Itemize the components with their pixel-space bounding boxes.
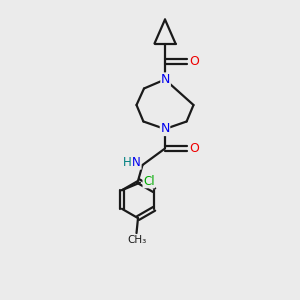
- Text: CH₃: CH₃: [127, 235, 146, 245]
- Text: N: N: [160, 122, 170, 136]
- Text: Cl: Cl: [143, 175, 155, 188]
- Text: N: N: [161, 73, 170, 86]
- Text: O: O: [189, 55, 199, 68]
- Text: H: H: [123, 156, 132, 169]
- Text: O: O: [189, 142, 199, 155]
- Text: N: N: [132, 156, 141, 169]
